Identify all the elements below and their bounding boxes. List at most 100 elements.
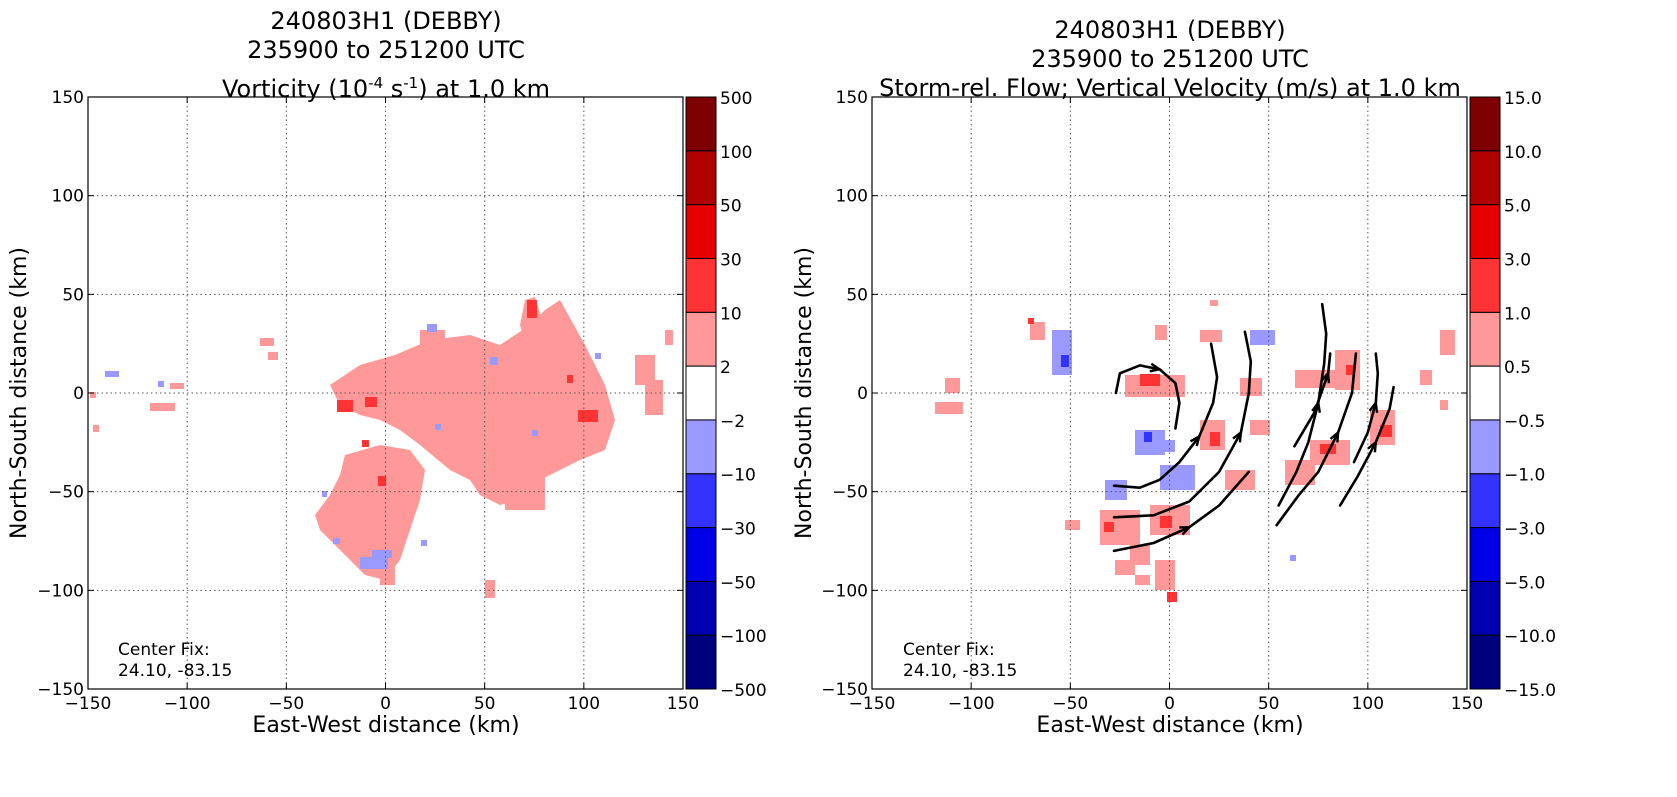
velocity-up-patch bbox=[945, 378, 960, 393]
vorticity-neg bbox=[322, 491, 327, 497]
colorbar-bin bbox=[685, 473, 717, 529]
vorticity-max bbox=[365, 397, 377, 407]
colorbar-bin bbox=[1469, 311, 1501, 367]
vorticity-patch bbox=[268, 352, 278, 360]
streamline bbox=[1275, 352, 1358, 527]
y-tick-label: −150 bbox=[821, 680, 868, 700]
vorticity-neg bbox=[427, 324, 437, 332]
y-tick-label: 50 bbox=[846, 285, 868, 305]
vorticity-region-main bbox=[330, 300, 615, 505]
velocity-down-max bbox=[1061, 355, 1069, 367]
streamline bbox=[1112, 330, 1253, 519]
vorticity-neg bbox=[372, 550, 392, 558]
velocity-down-patch bbox=[1165, 440, 1175, 452]
velocity-up-max bbox=[1140, 374, 1160, 386]
streamline-arrowhead bbox=[1320, 370, 1330, 384]
velocity-down-patch bbox=[1160, 465, 1195, 490]
y-tick-label: 50 bbox=[62, 285, 84, 305]
y-tick-label: 150 bbox=[836, 88, 868, 108]
velocity-up-patch bbox=[1115, 560, 1135, 575]
colorbar-bin bbox=[1469, 580, 1501, 636]
velocity-up-patch bbox=[1200, 330, 1222, 342]
velocity-up-max bbox=[1320, 444, 1336, 454]
x-tick-label: −100 bbox=[164, 694, 211, 714]
vorticity-patch bbox=[380, 565, 395, 585]
panel1-title-line1: 240803H1 (DEBBY) bbox=[270, 7, 502, 35]
velocity-up-patch bbox=[1155, 325, 1167, 340]
colorbar-label: 2 bbox=[720, 358, 731, 378]
panel2-title-line1: 240803H1 (DEBBY) bbox=[1054, 16, 1286, 44]
x-tick-label: 0 bbox=[380, 694, 391, 714]
colorbar-bin bbox=[685, 257, 717, 313]
colorbar-bin bbox=[685, 634, 717, 690]
streamline-arrowhead bbox=[1232, 429, 1243, 443]
colorbar-label: −10.0 bbox=[1504, 627, 1556, 647]
velocity-up-patch bbox=[1030, 322, 1045, 340]
y-tick-label: −50 bbox=[832, 483, 868, 503]
panel2-ylabel: North-South distance (km) bbox=[792, 247, 817, 539]
velocity-up-max bbox=[1210, 432, 1220, 446]
x-tick-label: 150 bbox=[1451, 694, 1483, 714]
panel2-xlabel: East-West distance (km) bbox=[1036, 713, 1303, 738]
colorbar-bin bbox=[685, 527, 717, 582]
velocity-down-patch bbox=[1290, 555, 1296, 561]
vorticity-patch bbox=[93, 425, 99, 432]
vorticity-neg bbox=[532, 430, 538, 436]
velocity-up-patch bbox=[1440, 330, 1455, 355]
colorbar-label: −5.0 bbox=[1504, 573, 1545, 593]
colorbar-label: 100 bbox=[720, 143, 752, 163]
panel2-colorbar: −15.0 −10.0 −5.0 −3.0 −1.0 −0.5 0.5 1.0 3.0 5.0 10… bbox=[1469, 89, 1556, 701]
colorbar-bin bbox=[685, 419, 717, 475]
y-tick-label: 100 bbox=[836, 187, 868, 207]
x-tick-label: −150 bbox=[849, 694, 896, 714]
vorticity-patch bbox=[505, 460, 545, 510]
panel1-colorbar: −500 −100 −50 −30 −10 −2 2 10 30 50 100 500 bbox=[685, 89, 767, 701]
x-tick-label: −50 bbox=[1052, 694, 1088, 714]
panel1-title-line3-post: ) at 1.0 km bbox=[418, 75, 551, 103]
colorbar-bin bbox=[1469, 257, 1501, 313]
y-tick-label: 0 bbox=[857, 384, 868, 404]
panel1-ylabel: North-South distance (km) bbox=[7, 247, 32, 539]
colorbar-bin bbox=[685, 580, 717, 636]
vorticity-max bbox=[567, 375, 573, 383]
panel1-chart: −150 −100 −50 0 50 100 150−150−100−50050100150… bbox=[7, 88, 767, 738]
vorticity-patch bbox=[90, 392, 96, 398]
colorbar-label: −500 bbox=[720, 681, 767, 701]
velocity-up-max bbox=[1160, 516, 1172, 528]
colorbar-label: 5.0 bbox=[1504, 197, 1531, 217]
panel1-title-line2: 235900 to 251200 UTC bbox=[247, 36, 525, 64]
colorbar-bin bbox=[1469, 634, 1501, 690]
velocity-up-max bbox=[1167, 592, 1177, 602]
panel1-title-line3-exp2: -1 bbox=[403, 74, 419, 92]
colorbar-label: 0.5 bbox=[1504, 358, 1531, 378]
panel1-xlabel: East-West distance (km) bbox=[252, 713, 519, 738]
x-tick-label: 0 bbox=[1164, 694, 1175, 714]
colorbar-bin bbox=[685, 204, 717, 259]
panel1-annotation-line1: Center Fix: bbox=[118, 640, 210, 660]
panel1-title-line3-mid: s bbox=[383, 75, 404, 103]
y-tick-label: −100 bbox=[37, 581, 84, 601]
panel1-title-line3-exp1: -4 bbox=[368, 74, 384, 92]
colorbar-label: −3.0 bbox=[1504, 520, 1545, 540]
velocity-up-max bbox=[1346, 365, 1354, 375]
colorbar-bin bbox=[685, 150, 717, 206]
colorbar-label: 500 bbox=[720, 89, 752, 109]
panel1-field bbox=[90, 297, 673, 598]
x-tick-label: 100 bbox=[1352, 694, 1384, 714]
vorticity-patch bbox=[485, 580, 495, 598]
colorbar-label: 50 bbox=[720, 197, 742, 217]
velocity-up-patch bbox=[1065, 520, 1080, 530]
panel1-title-line3-pre: Vorticity (10 bbox=[221, 75, 369, 103]
vorticity-neg bbox=[333, 538, 340, 544]
vorticity-neg bbox=[435, 424, 441, 430]
panel2-annotation-line1: Center Fix: bbox=[903, 640, 995, 660]
colorbar-bin bbox=[685, 365, 717, 421]
vorticity-neg bbox=[360, 557, 388, 569]
streamline bbox=[1293, 352, 1332, 448]
streamline bbox=[1112, 342, 1219, 489]
velocity-down-patch bbox=[1105, 480, 1127, 500]
colorbar-label: −100 bbox=[720, 627, 767, 647]
panel2-chart: −150 −100 −50 0 50 100 150 −150 −100 −50 0 50 100 150… bbox=[792, 88, 1556, 738]
vorticity-neg bbox=[595, 353, 601, 359]
velocity-up-patch bbox=[1210, 300, 1218, 306]
